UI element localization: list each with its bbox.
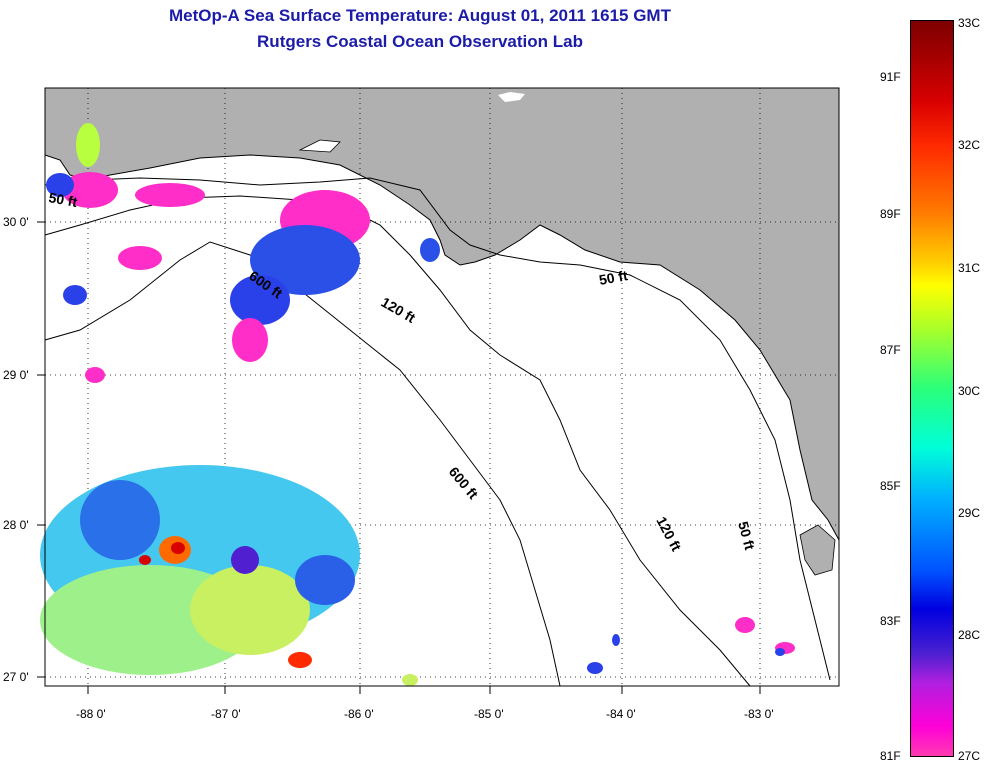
colorbar-celsius-label: 31C [958,261,981,275]
lat-label: 30 0' [3,215,29,229]
isobath-label: 50 ft [735,520,758,552]
colorbar-fahrenheit-label: 83F [880,614,901,628]
colorbar-celsius-label: 29C [958,506,981,520]
isobath-label: 50 ft [598,267,629,288]
lat-label: 28 0' [3,518,29,532]
colorbar [910,20,954,757]
lon-label: -88 0' [76,707,106,721]
colorbar-celsius-label: 30C [958,384,981,398]
bay [298,139,341,153]
colorbar-fahrenheit-label: 81F [880,749,901,763]
map-title: MetOp-A Sea Surface Temperature: August … [169,6,671,25]
colorbar-fahrenheit-label: 87F [880,343,901,357]
lat-label: 27 0' [3,670,29,684]
sst-patches [40,123,795,686]
map-subtitle: Rutgers Coastal Ocean Observation Lab [257,32,583,51]
lake [498,92,525,102]
map-frame [44,87,840,687]
colorbar-fahrenheit-label: 85F [880,479,901,493]
colorbar-celsius-label: 33C [958,16,981,30]
colorbar-fahrenheit-label: 89F [880,207,901,221]
colorbar-celsius-label: 27C [958,749,981,763]
lon-label: -85 0' [474,707,504,721]
colorbar-celsius-label: 28C [958,628,981,642]
lon-label: -87 0' [211,707,241,721]
lat-label: 29 0' [3,368,29,382]
land-islands [799,524,836,576]
isobath-label: 50 ft [47,189,78,210]
colorbar-celsius-label: 32C [958,138,981,152]
lon-label: -84 0' [606,707,636,721]
land-mass [44,87,840,541]
axis-ticks [37,221,761,694]
lon-label: -86 0' [344,707,374,721]
lon-label: -83 0' [744,707,774,721]
colorbar-fahrenheit-label: 91F [880,70,901,84]
